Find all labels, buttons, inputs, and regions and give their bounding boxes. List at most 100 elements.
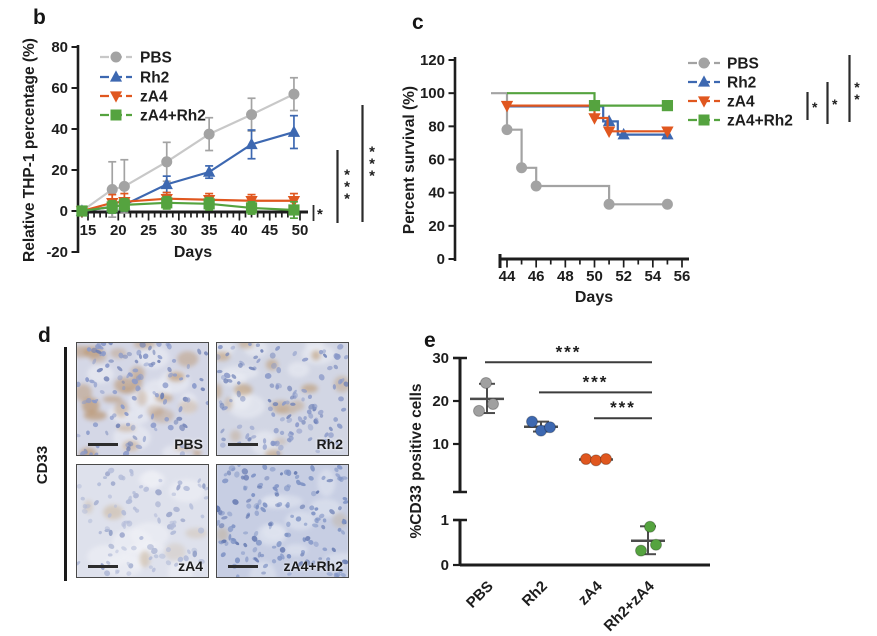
ihc-image-za4-rh2: zA4+Rh2 xyxy=(216,464,349,578)
x-axis-label: Days xyxy=(174,244,212,261)
data-point xyxy=(480,376,492,389)
x-tick-label: 15 xyxy=(80,222,97,239)
legend-label: zA4 xyxy=(140,89,168,106)
marker-square xyxy=(698,114,710,126)
scale-bar xyxy=(88,442,118,446)
significance-c: * *** xyxy=(806,55,860,124)
significance-stars: *** xyxy=(610,398,636,417)
y-tick-label: 60 xyxy=(428,152,445,169)
marker-triangle-down xyxy=(588,113,601,125)
y-tick-label: 0 xyxy=(437,251,445,268)
data-point xyxy=(590,454,602,467)
significance-stars: *** xyxy=(556,342,582,361)
significance-stars: *** xyxy=(583,372,609,391)
marker-circle xyxy=(501,124,513,136)
svg-text:*: * xyxy=(832,96,838,112)
x-tick-label: 50 xyxy=(586,268,603,285)
y-tick-label: 0 xyxy=(60,203,68,220)
y-axis-label: %CD33 positive cells xyxy=(408,383,425,538)
svg-text:*: * xyxy=(317,206,323,223)
y-tick-label: 80 xyxy=(428,118,445,135)
group-PBS xyxy=(470,376,504,417)
ihc-image-za4: zA4 xyxy=(76,464,209,578)
ihc-image-label: PBS xyxy=(174,436,203,452)
x-category-label: PBS xyxy=(463,578,497,612)
x-tick-label: 50 xyxy=(292,222,309,239)
marker-circle xyxy=(203,128,215,140)
ihc-tissue-za4 xyxy=(77,465,208,577)
series-zA4+Rh2 xyxy=(507,92,674,112)
y-tick-label: 20 xyxy=(51,162,68,179)
x-tick-label: 40 xyxy=(231,222,248,239)
marker-triangle-down xyxy=(697,96,711,108)
series-Rh2 xyxy=(507,105,674,140)
svg-text:*: * xyxy=(344,167,350,184)
svg-text:*: * xyxy=(369,144,375,161)
data-point xyxy=(580,453,592,466)
marker-circle xyxy=(516,162,528,174)
significance-e: ********* xyxy=(485,342,652,420)
data-point xyxy=(487,398,499,411)
legend-label: Rh2 xyxy=(140,70,169,87)
data-point xyxy=(644,520,656,533)
svg-text:*: * xyxy=(369,156,375,173)
axes-b: -20 0 20 40 60 80 15 20 25 30 35 40 45 50 Days Relative… xyxy=(21,38,308,262)
x-tick-label: 52 xyxy=(615,268,632,285)
y-tick-label: 120 xyxy=(420,52,445,69)
panel-letter-d: d xyxy=(38,324,51,347)
ihc-tissue-pbs xyxy=(77,343,208,455)
marker-square xyxy=(161,197,173,209)
legend-c: PBS Rh2 zA4 zA4+Rh2 xyxy=(688,56,793,130)
y-tick-label: 20 xyxy=(432,393,449,410)
ihc-panel: CD33 PBS Rh2 zA4 zA4+Rh2 xyxy=(0,318,400,618)
marker-triangle-up xyxy=(602,114,616,127)
group-Rh2 xyxy=(524,415,558,437)
ihc-image-label: zA4+Rh2 xyxy=(283,558,343,574)
y-tick-label: 60 xyxy=(51,80,68,97)
marker-triangle-up xyxy=(109,70,123,82)
x-tick-label: 48 xyxy=(557,268,574,285)
group-Rh2+zA4 xyxy=(631,520,665,557)
marker-triangle-down xyxy=(500,100,514,113)
legend-label: PBS xyxy=(140,50,172,67)
marker-circle xyxy=(106,183,118,195)
data-point xyxy=(473,404,485,417)
cd33-dot-plot: 10 20 30 0 1 %CD33 positive cells PBS Rh2 zA4Rh2… xyxy=(408,342,710,635)
marker-circle xyxy=(110,51,122,63)
marker-circle xyxy=(288,88,300,100)
y-tick-label: 10 xyxy=(432,436,449,453)
scale-bar xyxy=(228,442,258,446)
series-zA4+Rh2 xyxy=(76,195,300,220)
scale-bar xyxy=(88,564,118,568)
x-category-label: Rh2 xyxy=(519,578,551,610)
y-tick-label: -20 xyxy=(46,244,68,261)
panel-letter-c: c xyxy=(412,11,424,34)
ihc-image-rh2: Rh2 xyxy=(216,342,349,456)
legend-label: zA4+Rh2 xyxy=(727,113,793,130)
marker-circle xyxy=(530,180,542,192)
ihc-image-label: zA4 xyxy=(178,558,203,574)
marker-circle xyxy=(698,57,710,69)
legend-label: PBS xyxy=(727,56,759,73)
y-axis-label: Relative THP-1 percentage (%) xyxy=(21,38,38,262)
marker-circle xyxy=(161,156,173,168)
y-tick-label: 40 xyxy=(51,121,68,138)
svg-text:*: * xyxy=(854,91,860,107)
marker-triangle-up xyxy=(287,125,301,137)
marker-triangle-up xyxy=(697,75,711,87)
x-tick-label: 46 xyxy=(528,268,545,285)
y-tick-label: 20 xyxy=(428,218,445,235)
marker-square xyxy=(76,205,88,217)
y-tick-label: 1 xyxy=(441,512,449,529)
x-tick-label: 44 xyxy=(499,268,516,285)
data-point xyxy=(544,421,556,434)
x-tick-label: 56 xyxy=(674,268,691,285)
y-tick-label: 0 xyxy=(441,557,449,574)
marker-triangle-up xyxy=(160,177,173,190)
significance-b: ******* xyxy=(312,105,375,223)
y-tick-label: 80 xyxy=(51,39,68,56)
marker-triangle-down xyxy=(109,91,123,103)
survival-step-chart: 0 20 40 60 80 100 120 44 46 48 50 52 54 56 Days Percent… xyxy=(401,52,860,306)
marker-triangle-down xyxy=(661,126,674,139)
svg-text:*: * xyxy=(344,191,350,208)
